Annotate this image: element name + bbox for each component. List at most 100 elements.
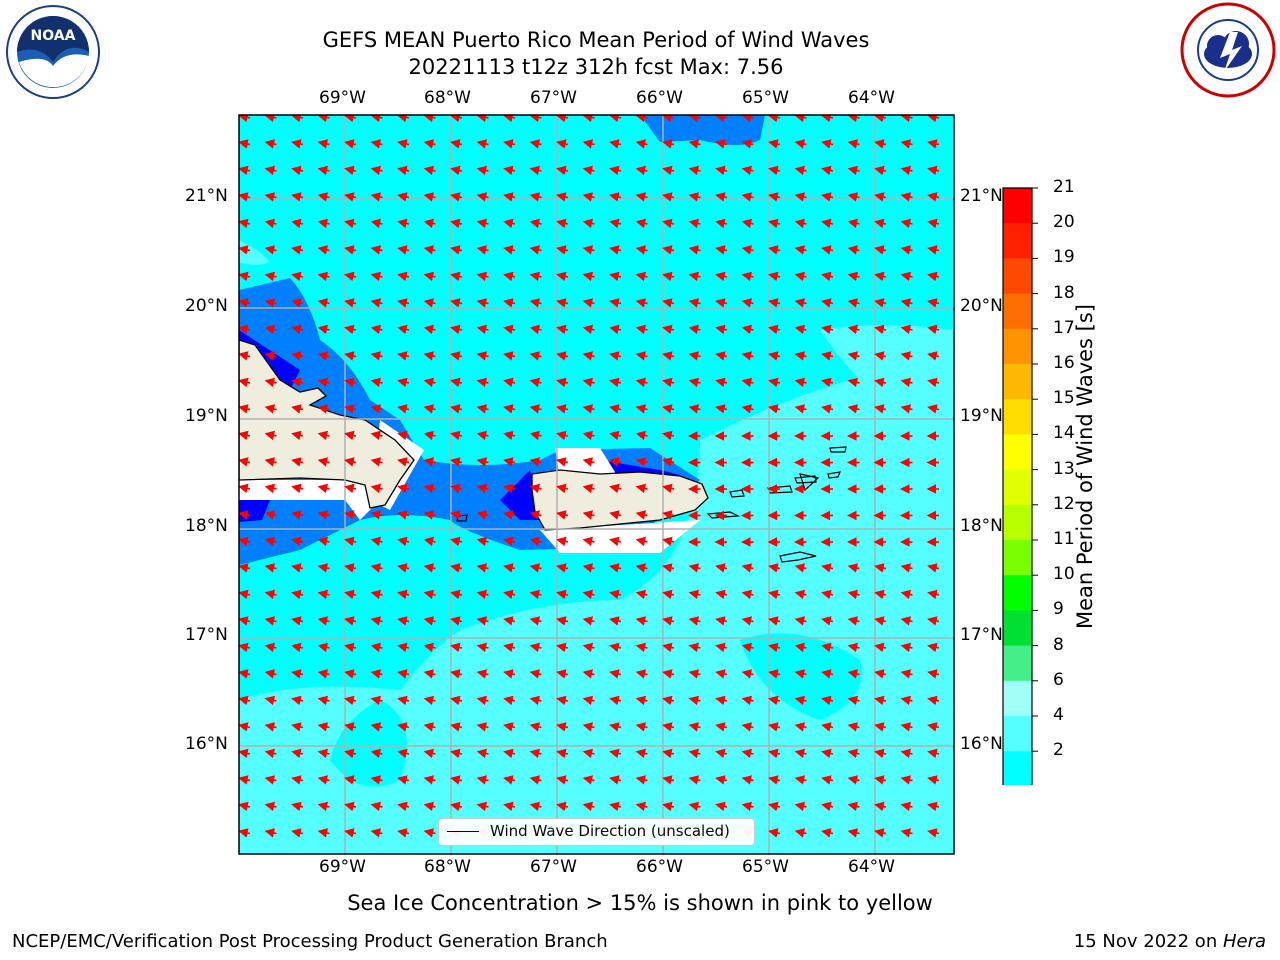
wind-wave-arrow <box>635 115 648 123</box>
wind-wave-arrow <box>317 115 330 123</box>
legend-label: Wind Wave Direction (unscaled) <box>490 822 730 840</box>
wind-wave-arrow <box>847 324 860 335</box>
wind-wave-arrow <box>397 115 410 123</box>
wind-wave-arrow <box>794 218 807 229</box>
wind-wave-arrow <box>847 669 860 679</box>
wind-wave-arrow <box>900 589 913 600</box>
wind-wave-arrow <box>476 271 489 282</box>
wind-wave-arrow <box>794 404 807 414</box>
wind-wave-arrow <box>317 139 330 149</box>
wind-wave-arrow <box>847 115 860 123</box>
wind-wave-arrow <box>662 351 675 361</box>
wind-wave-arrow <box>927 563 940 573</box>
wind-wave-arrow <box>423 563 436 573</box>
colorbar-segment <box>1003 751 1032 785</box>
wind-wave-arrow <box>874 298 887 308</box>
wind-wave-arrow <box>556 483 569 494</box>
wind-wave-arrow <box>291 748 304 759</box>
footer-left: NCEP/EMC/Verification Post Processing Pr… <box>12 931 608 952</box>
wind-wave-arrow <box>239 245 251 255</box>
wind-wave-arrow <box>794 351 807 361</box>
wind-wave-arrow <box>476 218 489 229</box>
wind-wave-arrow <box>900 695 913 706</box>
colorbar-tick-label: 15 <box>1053 388 1075 409</box>
wind-wave-arrow <box>900 271 913 282</box>
wind-wave-arrow <box>900 377 913 388</box>
wind-wave-arrow <box>239 801 251 812</box>
wind-wave-arrow <box>688 115 701 123</box>
wind-wave-arrow <box>821 748 834 759</box>
wind-wave-arrow <box>291 218 304 229</box>
wind-wave-arrow <box>741 218 754 229</box>
wind-wave-arrow <box>317 616 330 626</box>
wind-wave-arrow <box>423 695 436 706</box>
wind-wave-arrow <box>264 536 277 547</box>
wind-wave-arrow <box>397 483 410 494</box>
wind-wave-arrow <box>239 377 251 388</box>
wind-wave-arrow <box>291 139 304 149</box>
wind-wave-arrow <box>715 695 728 706</box>
wind-wave-arrow <box>344 775 357 785</box>
wind-wave-arrow <box>556 536 569 547</box>
wind-wave-arrow <box>370 510 383 520</box>
wind-wave-arrow <box>317 245 330 255</box>
wind-wave-arrow <box>529 722 542 732</box>
wind-wave-arrow <box>688 563 701 573</box>
lon-label-bottom: 66°W <box>636 857 683 877</box>
wind-wave-arrow <box>900 192 913 202</box>
wind-wave-arrow <box>821 404 834 414</box>
lat-label-right: 19°N <box>960 406 1003 426</box>
wind-wave-arrow <box>239 139 251 149</box>
wind-wave-arrow <box>529 165 542 176</box>
culebra-island <box>729 489 745 498</box>
wind-wave-arrow <box>529 271 542 282</box>
wind-wave-arrow <box>344 589 357 600</box>
wind-wave-arrow <box>662 510 675 520</box>
wind-wave-arrow <box>291 563 304 573</box>
colorbar-tick-label: 20 <box>1053 212 1075 233</box>
wind-wave-arrow <box>450 563 463 573</box>
wind-wave-arrow <box>635 324 648 335</box>
wind-wave-arrow <box>503 669 516 679</box>
wind-wave-arrow <box>344 510 357 520</box>
wind-wave-arrow <box>397 801 410 812</box>
wind-wave-arrow <box>662 324 675 335</box>
wind-wave-arrow <box>662 775 675 785</box>
wind-wave-arrow <box>582 536 595 547</box>
wind-wave-arrow <box>847 298 860 308</box>
lat-label-left: 20°N <box>185 296 228 316</box>
wind-wave-arrow <box>874 616 887 626</box>
wind-wave-arrow <box>874 245 887 255</box>
lat-label-right: 20°N <box>960 296 1003 316</box>
wind-wave-arrow <box>927 139 940 149</box>
lon-label-top: 64°W <box>848 88 895 108</box>
colorbar-tick-label: 6 <box>1053 669 1064 690</box>
wind-wave-arrow <box>635 722 648 732</box>
wind-wave-arrow <box>239 430 251 441</box>
wind-wave-arrow <box>900 775 913 785</box>
wind-wave-arrow <box>476 298 489 308</box>
wind-wave-arrow <box>556 722 569 732</box>
wind-wave-arrow <box>556 139 569 149</box>
wind-wave-arrow <box>741 642 754 653</box>
wind-wave-arrow <box>582 801 595 812</box>
wind-wave-arrow <box>609 748 622 759</box>
wind-wave-arrow <box>291 510 304 520</box>
wind-wave-arrow <box>794 828 807 838</box>
wind-wave-arrow <box>397 642 410 653</box>
wind-wave-arrow <box>582 430 595 441</box>
wind-wave-arrow <box>264 377 277 388</box>
wind-wave-arrow <box>582 218 595 229</box>
wind-wave-arrow <box>662 483 675 494</box>
wind-wave-arrow <box>556 695 569 706</box>
wind-wave-arrow <box>635 139 648 149</box>
wind-wave-arrow <box>821 722 834 732</box>
wind-wave-arrow <box>423 351 436 361</box>
wind-wave-arrow <box>609 669 622 679</box>
lon-label-bottom: 67°W <box>530 857 577 877</box>
wind-wave-arrow <box>370 245 383 255</box>
wind-wave-arrow <box>662 748 675 759</box>
wind-wave-arrow <box>397 245 410 255</box>
wind-wave-arrow <box>317 165 330 176</box>
colorbar-segment <box>1003 364 1032 400</box>
